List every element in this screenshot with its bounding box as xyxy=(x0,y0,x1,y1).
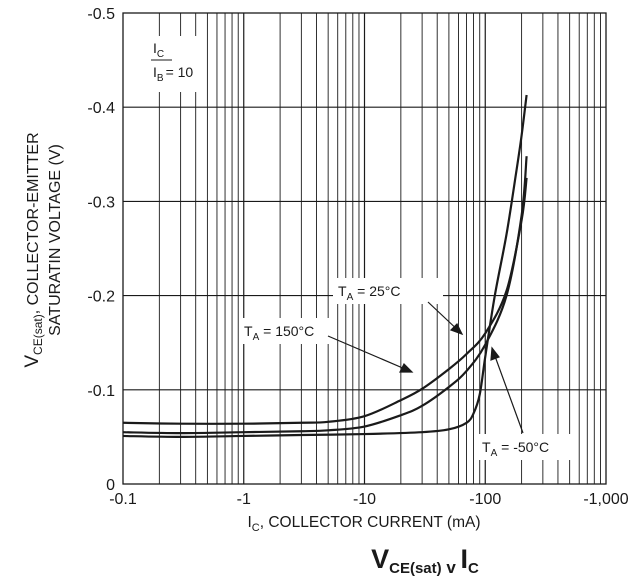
y-tick-label: -0.2 xyxy=(87,289,115,306)
y-axis-label-line1: VCE(sat), COLLECTOR-EMITTER xyxy=(22,132,45,367)
arrow-m50c-head xyxy=(490,346,500,361)
condition-box xyxy=(139,36,197,92)
x-tick-label: -0.1 xyxy=(109,491,137,508)
condition-value: = 10 xyxy=(166,64,194,80)
x-tick-label: -1 xyxy=(237,491,251,508)
svg-text:IC: IC xyxy=(153,40,164,60)
chart-title: VCE(sat) v IC xyxy=(371,544,479,577)
y-axis-label-line2: SATURATIN VOLTAGE (V) xyxy=(47,144,64,336)
label-bg-150c xyxy=(240,318,336,344)
condition-label: IC IB = 10 xyxy=(151,40,193,84)
chart-series xyxy=(122,94,528,438)
x-tick-label: -100 xyxy=(469,491,501,508)
arrow-m50c xyxy=(491,347,524,434)
series-line-0 xyxy=(122,156,528,435)
condition-num: I xyxy=(153,40,157,56)
y-tick-label: -0.1 xyxy=(87,383,115,400)
x-tick-label: -1,000 xyxy=(583,491,628,508)
condition-den-sub: B xyxy=(157,73,164,84)
series-label-m50c: TA = -50°C xyxy=(482,439,549,459)
series-line-1 xyxy=(122,177,528,425)
series-label-150c: TA = 150°C xyxy=(244,323,314,343)
plot-frame xyxy=(122,12,607,485)
y-tick-label: -0.4 xyxy=(87,100,115,117)
label-bg-25c xyxy=(333,278,443,304)
y-tick-label: -0.3 xyxy=(87,194,115,211)
svg-text:IB= 10: IB = 10 xyxy=(153,64,193,84)
y-axis-label: VCE(sat), COLLECTOR-EMITTER SATURATIN VO… xyxy=(22,132,64,367)
arrow-150c xyxy=(327,335,413,373)
arrow-150c-head xyxy=(399,362,414,373)
y-tick-label: -0.5 xyxy=(87,6,115,23)
leader-arrows xyxy=(327,301,524,434)
series-line-2 xyxy=(122,94,528,438)
y-tick-label: 0 xyxy=(106,477,115,494)
arrow-25c-head xyxy=(449,322,464,336)
condition-den: I xyxy=(153,64,157,80)
x-tick-label: -10 xyxy=(353,491,376,508)
x-axis-label: IC, COLLECTOR CURRENT (mA) xyxy=(247,514,480,534)
condition-num-sub: C xyxy=(157,49,164,60)
label-bg-m50c xyxy=(478,434,578,460)
series-label-25c: TA = 25°C xyxy=(338,283,400,303)
